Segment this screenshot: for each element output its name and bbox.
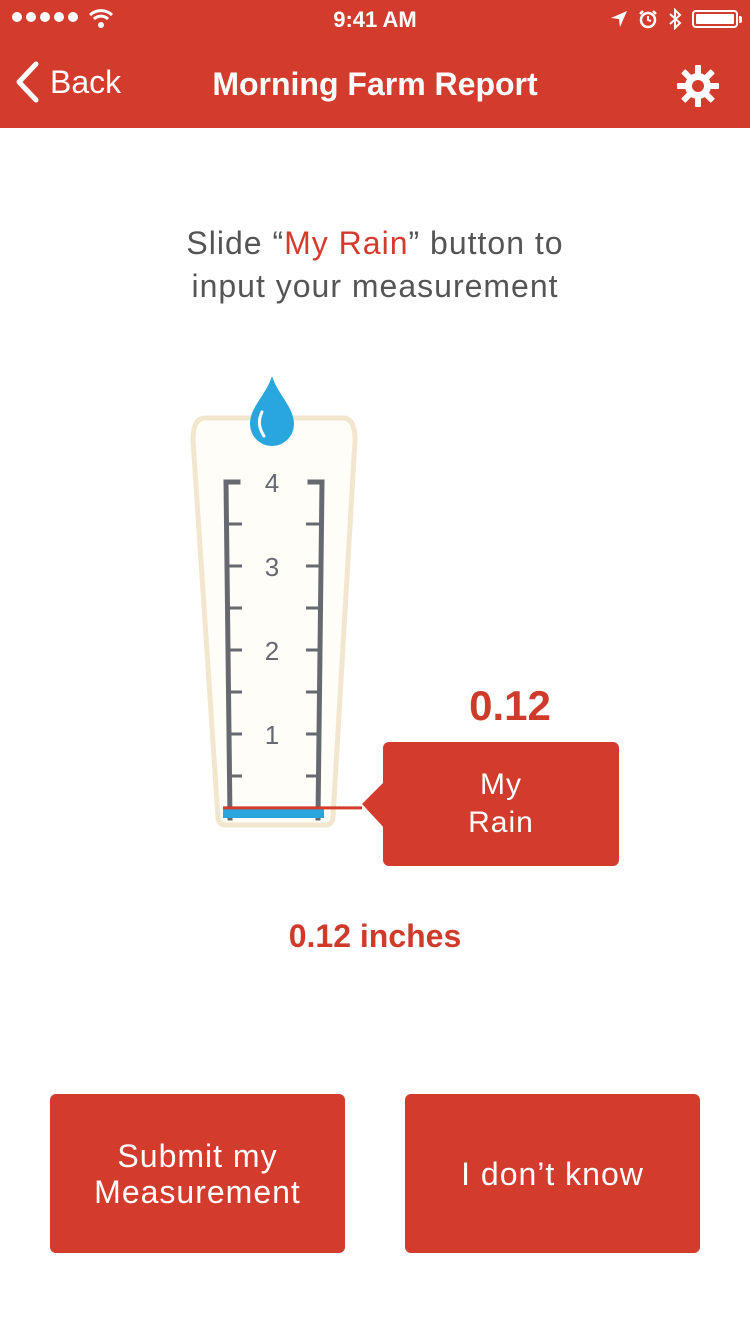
alarm-clock-icon [639,10,657,29]
status-bar: 9:41 AM [0,0,750,40]
water-level [223,807,324,818]
instruction-post: ” button to [408,225,564,261]
measurement-unit: inches [359,918,462,954]
signal-strength-icon [12,12,78,22]
my-rain-slider-button[interactable]: My Rain [383,742,619,866]
measurement-readout: 0.12 [469,682,551,729]
instruction-line-1: Slide “My Rain” button to [0,222,750,265]
gauge-scale [223,479,325,821]
wifi-icon [88,9,114,28]
submit-measurement-button[interactable]: Submit my Measurement [50,1094,345,1253]
rain-gauge: 4 3 2 1 [190,376,386,830]
instruction-highlight: My Rain [284,225,409,261]
battery-icon [692,10,742,28]
water-drop-icon [250,376,294,446]
instruction-pre: Slide “ [186,225,285,261]
submit-label-line-2: Measurement [94,1173,301,1210]
gauge-tick-label: 4 [265,468,279,498]
gauge-tick-label: 2 [265,636,279,666]
slider-label-line-2: Rain [468,806,534,839]
slider-label-line-1: My [480,768,522,801]
gear-icon [677,65,719,107]
chevron-left-icon [16,61,39,103]
page-title: Morning Farm Report [212,66,538,102]
status-time: 9:41 AM [333,7,417,32]
settings-button[interactable] [676,64,720,113]
dont-know-label: I don’t know [461,1155,644,1192]
gauge-glass [190,415,358,828]
bluetooth-icon [669,8,682,30]
slider-pointer [362,780,386,830]
instruction-line-2: input your measurement [191,268,559,304]
measurement-summary: 0.12 inches [0,918,750,955]
instruction-text: Slide “My Rain” button to input your mea… [0,222,750,308]
back-button[interactable]: Back [14,60,121,104]
navigation-bar: Back Morning Farm Report [0,40,750,128]
gauge-tick-label: 3 [265,552,279,582]
measurement-value: 0.12 [288,918,351,954]
dont-know-button[interactable]: I don’t know [405,1094,700,1253]
submit-label-line-1: Submit my [117,1137,278,1174]
gauge-tick-label: 1 [265,720,279,750]
back-label: Back [50,63,122,100]
location-arrow-icon [611,11,627,27]
